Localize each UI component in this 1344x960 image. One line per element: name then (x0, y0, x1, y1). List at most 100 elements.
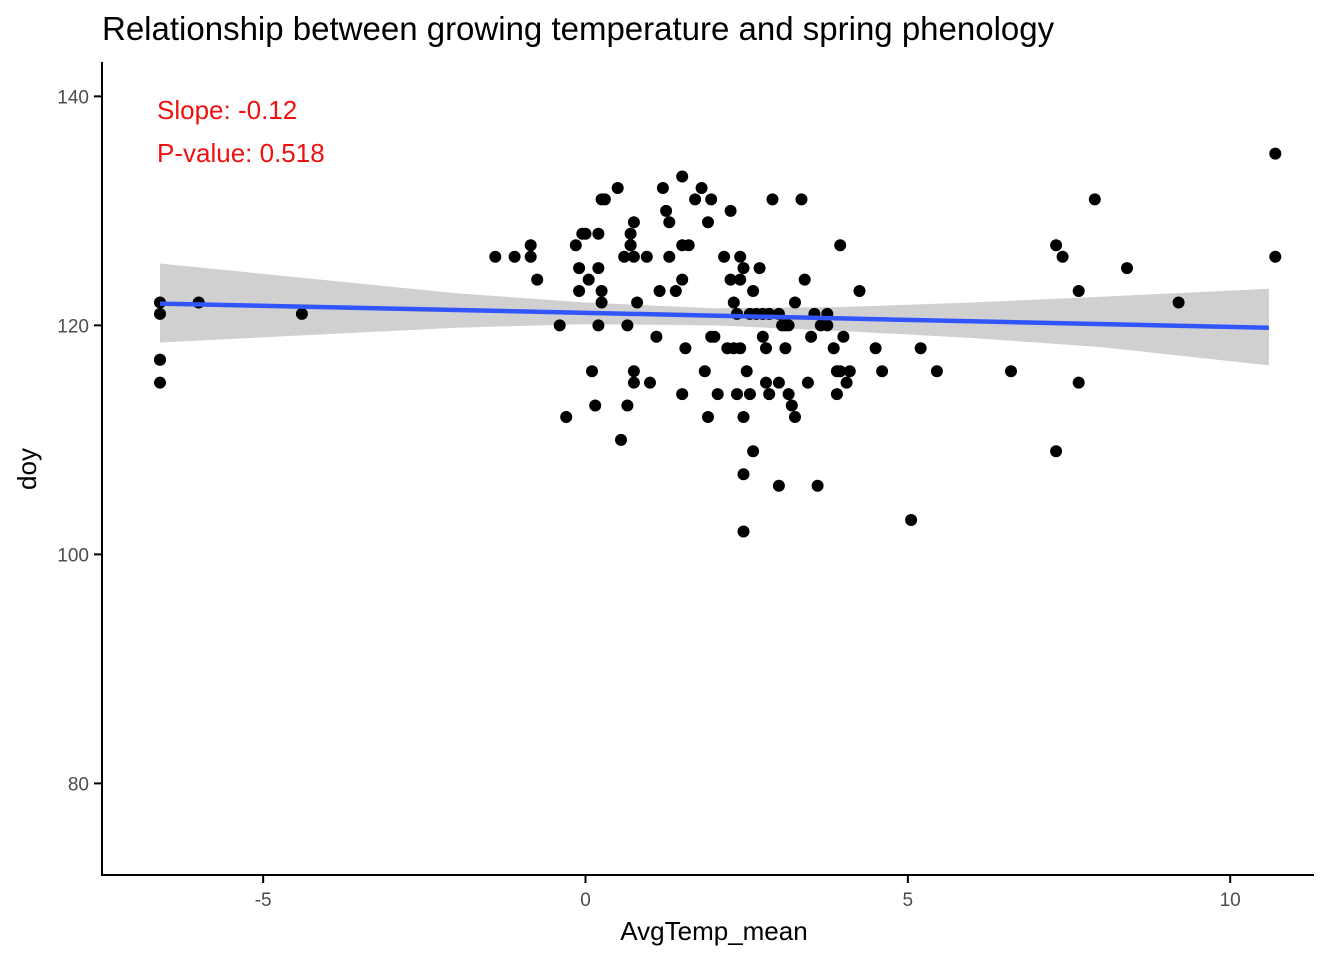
data-point (1005, 365, 1017, 378)
data-point (705, 193, 718, 206)
data-point (663, 216, 676, 229)
data-point (627, 376, 640, 389)
data-point (592, 262, 605, 275)
data-point (615, 433, 627, 446)
data-point (905, 514, 918, 526)
data-point (724, 204, 737, 217)
data-point (731, 388, 743, 401)
data-point (756, 330, 769, 343)
data-point (1072, 285, 1085, 297)
data-point (789, 296, 801, 309)
data-point (560, 411, 573, 423)
data-point (811, 479, 824, 492)
y-axis-title: doy (12, 448, 42, 490)
data-point (753, 262, 766, 275)
data-point (660, 204, 673, 217)
data-point (489, 250, 502, 263)
data-point (676, 170, 689, 183)
data-point (785, 399, 798, 412)
y-tick-label: 100 (57, 545, 89, 566)
data-point (779, 342, 792, 355)
data-point (1269, 250, 1282, 263)
x-tick-label: 10 (1220, 890, 1241, 911)
data-point (656, 182, 669, 194)
data-point (876, 365, 889, 378)
data-point (737, 468, 750, 481)
data-point (573, 262, 586, 275)
data-point (695, 182, 708, 194)
y-tick-label: 140 (57, 87, 89, 108)
data-point (592, 227, 605, 240)
p-value-annotation: P-value: 0.518 (157, 138, 325, 168)
data-point (1269, 147, 1282, 160)
data-point (621, 319, 634, 332)
data-point (747, 445, 760, 458)
data-point (592, 319, 605, 332)
data-point (698, 365, 711, 378)
data-point (1072, 376, 1085, 389)
data-point (760, 376, 772, 389)
data-point (798, 273, 811, 286)
data-point (653, 285, 666, 297)
data-point (795, 193, 808, 206)
data-point (676, 388, 689, 401)
data-point (595, 285, 608, 297)
data-point (1050, 445, 1063, 458)
data-point (524, 250, 537, 263)
data-point (734, 250, 747, 263)
data-point (508, 250, 521, 263)
data-point (598, 193, 611, 206)
data-point (718, 250, 731, 263)
data-point (782, 319, 795, 332)
data-point (711, 388, 724, 401)
data-point (737, 411, 750, 423)
y-tick-label: 80 (68, 774, 89, 795)
data-point (840, 376, 853, 389)
data-point (843, 365, 856, 378)
data-point (644, 376, 656, 389)
data-point (1088, 193, 1101, 206)
data-point (827, 342, 840, 355)
data-point (801, 376, 814, 389)
data-point (930, 365, 943, 378)
data-point (760, 342, 772, 355)
data-point (589, 399, 602, 412)
x-axis-ticks: -5 0 5 10 (255, 875, 1241, 911)
regression-line (159, 301, 1269, 330)
data-point (737, 525, 750, 538)
slope-annotation: Slope: -0.12 (157, 95, 297, 125)
data-point (663, 250, 676, 263)
data-point (624, 239, 637, 252)
y-axis-ticks: 80 100 120 140 (57, 87, 102, 795)
x-axis-title: AvgTemp_mean (620, 916, 807, 946)
data-point (747, 285, 760, 297)
data-point (1172, 296, 1185, 309)
data-point (869, 342, 882, 355)
data-point (834, 239, 847, 252)
data-point (595, 296, 608, 309)
data-point (295, 307, 308, 320)
data-point (676, 273, 689, 286)
data-point (834, 365, 847, 378)
data-point (763, 388, 776, 401)
data-point (627, 365, 640, 378)
data-point (1056, 250, 1069, 263)
data-point (579, 227, 592, 240)
data-point (531, 273, 544, 286)
data-point (154, 376, 166, 389)
data-point (1050, 239, 1063, 252)
data-point (734, 342, 747, 355)
data-point (1121, 262, 1133, 275)
data-point (782, 388, 795, 401)
data-point (772, 479, 785, 492)
data-point (569, 239, 582, 252)
data-point (154, 353, 166, 366)
data-point (805, 330, 818, 343)
data-point (679, 342, 692, 355)
data-point (702, 216, 714, 229)
data-point (154, 307, 166, 320)
data-point (837, 330, 850, 343)
y-tick-label: 120 (57, 316, 89, 337)
data-point (611, 182, 624, 194)
